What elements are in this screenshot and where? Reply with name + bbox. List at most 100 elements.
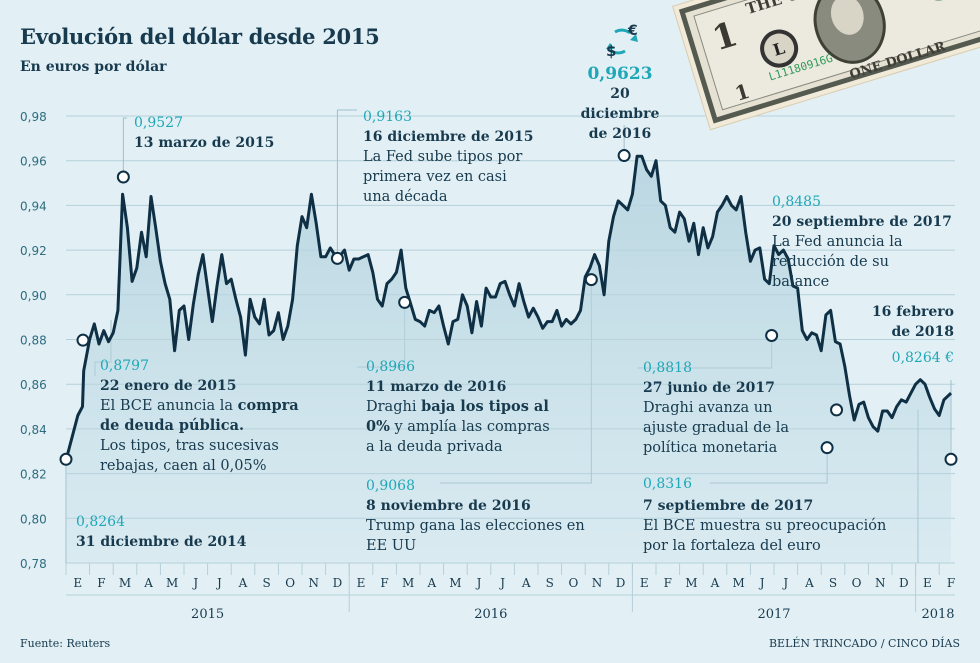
y-tick-label: 0,90 bbox=[20, 289, 47, 303]
annotation-value: 0,9623 bbox=[587, 64, 653, 84]
highlight-point bbox=[76, 333, 90, 347]
x-month-label: F bbox=[664, 576, 672, 590]
x-month-label: N bbox=[592, 576, 603, 590]
annotation-text: por la fortaleza del euro bbox=[643, 538, 821, 554]
x-month-label: O bbox=[285, 576, 295, 590]
highlight-point bbox=[765, 328, 779, 342]
x-month-label: M bbox=[449, 576, 461, 590]
highlight-point bbox=[830, 403, 844, 417]
x-year-label: 2018 bbox=[921, 607, 954, 622]
x-month-label: J bbox=[191, 576, 198, 590]
annotation-date: de 2016 bbox=[588, 126, 652, 142]
highlight-point bbox=[820, 441, 834, 455]
annotation-date: 31 diciembre de 2014 bbox=[76, 534, 247, 550]
svg-text:$: $ bbox=[606, 42, 616, 60]
x-month-label: A bbox=[426, 576, 436, 590]
annotation-text: 0% y amplía las compras bbox=[366, 417, 550, 437]
annotation-value: 0,8966 bbox=[366, 359, 415, 375]
currency-exchange-icon: € $ bbox=[606, 23, 638, 60]
x-month-label: D bbox=[333, 576, 343, 590]
annotation-bold-part: 0% bbox=[366, 418, 390, 435]
y-tick-label: 0,86 bbox=[20, 378, 47, 392]
x-month-label: J bbox=[475, 576, 482, 590]
x-month-label: F bbox=[380, 576, 388, 590]
annotation-date: 8 noviembre de 2016 bbox=[366, 498, 531, 514]
svg-text:L: L bbox=[771, 38, 787, 59]
x-month-label: A bbox=[521, 576, 531, 590]
svg-text:€: € bbox=[627, 23, 638, 39]
annotation-text: Los tipos, tras sucesivas bbox=[100, 438, 279, 454]
annotation-dec-2014: 0,8264 31 diciembre de 2014 bbox=[76, 512, 247, 552]
annotation-date: 20 diciembre bbox=[580, 86, 660, 122]
annotation-mar-2015: 0,9527 13 marzo de 2015 bbox=[134, 113, 274, 153]
y-tick-label: 0,84 bbox=[20, 423, 47, 437]
x-month-label: A bbox=[710, 576, 720, 590]
annotation-text-part: Draghi bbox=[366, 399, 422, 415]
x-month-label: J bbox=[215, 576, 222, 590]
annotation-text: EE UU bbox=[366, 538, 417, 554]
x-month-label: M bbox=[119, 576, 131, 590]
y-tick-label: 0,98 bbox=[20, 110, 47, 124]
y-tick-label: 0,94 bbox=[20, 199, 47, 213]
annotation-date: 22 enero de 2015 bbox=[100, 378, 237, 394]
annotation-sep7-2017: 0,8316 7 septiembre de 2017 El BCE muest… bbox=[643, 474, 886, 556]
dollar-bill-image: THE UNITED STATES OF AMERICA L 1 1 L1118… bbox=[670, 0, 980, 132]
annotation-text: La Fed anuncia la bbox=[772, 234, 903, 250]
x-month-label: F bbox=[947, 576, 955, 590]
annotation-value: 0,8264 bbox=[76, 514, 125, 530]
area-fill bbox=[66, 156, 951, 563]
x-month-label: S bbox=[262, 576, 270, 590]
annotation-text: Draghi avanza un bbox=[643, 400, 773, 416]
x-month-label: J bbox=[758, 576, 765, 590]
x-month-label: E bbox=[923, 576, 932, 590]
highlight-point bbox=[944, 452, 958, 466]
x-year-label: 2016 bbox=[474, 607, 507, 622]
highlight-point bbox=[584, 273, 598, 287]
annotation-value: 0,8818 bbox=[643, 360, 692, 376]
x-month-label: O bbox=[852, 576, 862, 590]
annotation-value: 0,8485 bbox=[772, 194, 821, 210]
y-tick-label: 0,82 bbox=[20, 468, 47, 482]
highlight-point bbox=[116, 170, 130, 184]
x-month-label: O bbox=[568, 576, 578, 590]
annotation-value: 0,8264 € bbox=[891, 350, 954, 366]
annotation-date: de 2018 bbox=[891, 324, 954, 340]
y-tick-label: 0,78 bbox=[20, 557, 47, 571]
x-month-label: A bbox=[804, 576, 814, 590]
annotation-bold-part: de deuda pública. bbox=[100, 417, 245, 434]
y-tick-label: 0,96 bbox=[20, 155, 47, 169]
highlight-point bbox=[330, 251, 344, 265]
highlight-point bbox=[398, 295, 412, 309]
x-month-label: D bbox=[616, 576, 626, 590]
annotation-nov-2016: 0,9068 8 noviembre de 2016 Trump gana la… bbox=[366, 476, 585, 556]
annotation-bold-part: compra bbox=[237, 397, 299, 414]
y-tick-label: 0,80 bbox=[20, 512, 47, 526]
annotation-text: reducción de su bbox=[772, 254, 889, 270]
annotation-text: una década bbox=[363, 189, 448, 205]
x-month-label: N bbox=[309, 576, 320, 590]
exchange-rate-line bbox=[64, 154, 953, 461]
x-month-label: J bbox=[498, 576, 505, 590]
annotation-sep20-2017: 0,8485 20 septiembre de 2017 La Fed anun… bbox=[772, 192, 952, 292]
annotation-value: 0,9163 bbox=[363, 109, 412, 125]
annotation-text: rebajas, caen al 0,05% bbox=[100, 458, 267, 474]
x-month-label: S bbox=[829, 576, 837, 590]
annotation-text: de deuda pública. bbox=[100, 416, 299, 436]
annotation-date: 20 septiembre de 2017 bbox=[772, 214, 952, 230]
highlight-point bbox=[617, 149, 631, 163]
x-month-label: M bbox=[166, 576, 178, 590]
annotation-jun-2017: 0,8818 27 junio de 2017 Draghi avanza un… bbox=[643, 358, 789, 458]
highlight-point bbox=[59, 452, 73, 466]
annotation-bold-part: baja los tipos al bbox=[421, 398, 549, 415]
annotation-text-part: El BCE anuncia la bbox=[100, 398, 238, 414]
annotation-text: primera vez en casi bbox=[363, 169, 507, 185]
x-month-label: E bbox=[73, 576, 82, 590]
y-tick-label: 0,92 bbox=[20, 244, 47, 258]
annotation-text: Trump gana las elecciones en bbox=[366, 518, 585, 534]
annotation-text: El BCE muestra su preocupación bbox=[643, 518, 887, 534]
credit-note: BELÉN TRINCADO / CINCO DÍAS bbox=[768, 637, 960, 650]
annotation-value: 0,8797 bbox=[100, 358, 149, 374]
annotation-mar-2016: 0,8966 11 marzo de 2016 Draghi baja los … bbox=[366, 357, 550, 457]
x-month-label: E bbox=[640, 576, 649, 590]
